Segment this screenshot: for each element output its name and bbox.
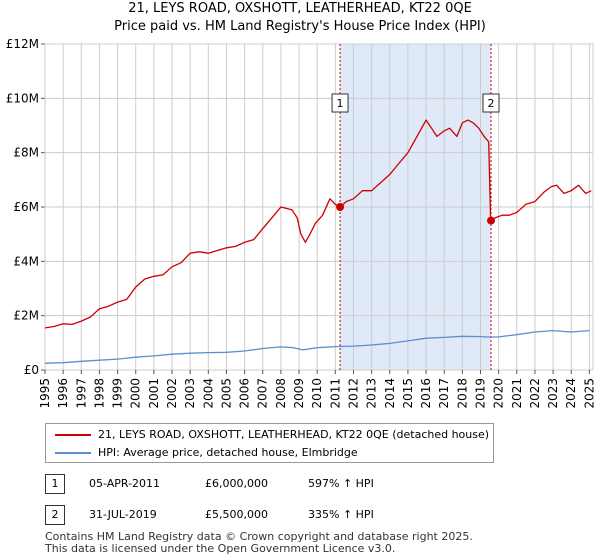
footer-licence: This data is licensed under the Open Gov… bbox=[45, 542, 396, 555]
x-tick-label: 1999 bbox=[111, 378, 125, 409]
sale-marker-label: 2 bbox=[488, 97, 495, 110]
legend-hpi-label: HPI: Average price, detached house, Elmb… bbox=[98, 446, 358, 459]
transaction-price: £5,500,000 bbox=[205, 508, 268, 521]
x-tick-label: 1997 bbox=[74, 378, 88, 409]
x-tick-label: 1996 bbox=[56, 378, 70, 409]
x-tick-label: 2015 bbox=[401, 378, 415, 409]
x-tick-label: 2017 bbox=[437, 378, 451, 409]
property-series-line bbox=[44, 119, 592, 329]
sale-marker-label: 1 bbox=[337, 97, 344, 110]
x-tick-label: 2011 bbox=[328, 378, 342, 409]
x-tick-label: 2016 bbox=[419, 378, 433, 409]
x-tick-label: 2021 bbox=[510, 378, 524, 409]
x-tick-label: 2019 bbox=[473, 378, 487, 409]
x-tick-label: 2012 bbox=[346, 378, 360, 409]
transaction-date: 31-JUL-2019 bbox=[89, 508, 157, 521]
x-tick-label: 2018 bbox=[455, 378, 469, 409]
transaction-price: £6,000,000 bbox=[205, 477, 268, 490]
x-tick-label: 2009 bbox=[292, 378, 306, 409]
sale-marker-box bbox=[331, 93, 349, 113]
y-tick-label: £6M bbox=[13, 200, 39, 214]
x-tick-label: 2025 bbox=[582, 378, 596, 409]
legend-property-label: 21, LEYS ROAD, OXSHOTT, LEATHERHEAD, KT2… bbox=[98, 428, 490, 441]
x-tick-label: 2001 bbox=[147, 378, 161, 409]
sale-point bbox=[487, 216, 496, 225]
x-tick-label: 1995 bbox=[38, 378, 52, 409]
legend-hpi-swatch bbox=[55, 452, 91, 454]
x-tick-label: 2007 bbox=[256, 378, 270, 409]
chart-title-line-2: Price paid vs. HM Land Registry's House … bbox=[114, 19, 486, 34]
x-tick-label: 1998 bbox=[92, 378, 106, 409]
x-tick-label: 2002 bbox=[165, 378, 179, 409]
x-tick-label: 2000 bbox=[129, 378, 143, 409]
chart-title: 21, LEYS ROAD, OXSHOTT, LEATHERHEAD, KT2… bbox=[0, 0, 600, 36]
x-tick-label: 2013 bbox=[365, 378, 379, 409]
y-tick-label: £12M bbox=[6, 37, 39, 51]
sale-marker-box bbox=[482, 93, 500, 113]
x-tick-label: 2006 bbox=[238, 378, 252, 409]
y-tick-label: £8M bbox=[13, 146, 39, 160]
transaction-hpi-change: 597% ↑ HPI bbox=[308, 477, 374, 490]
transaction-date: 05-APR-2011 bbox=[89, 477, 161, 490]
y-tick-label: £2M bbox=[13, 309, 39, 323]
footer-copyright: Contains HM Land Registry data © Crown c… bbox=[45, 530, 473, 543]
x-tick-label: 2003 bbox=[183, 378, 197, 409]
transaction-badge: 1 bbox=[45, 474, 65, 494]
x-tick-label: 2014 bbox=[383, 378, 397, 409]
y-tick-label: £10M bbox=[6, 91, 39, 105]
legend-property-swatch bbox=[55, 434, 91, 436]
x-tick-label: 2024 bbox=[564, 378, 578, 409]
chart-plot: £0 £2M £4M £6M £8M £10M £12M 1995 1996 1997 1998 19… bbox=[6, 37, 597, 409]
y-tick-label: £0 bbox=[24, 363, 39, 377]
x-tick-label: 2020 bbox=[492, 378, 506, 409]
x-tick-label: 2004 bbox=[201, 378, 215, 409]
footer: Contains HM Land Registry data © Crown c… bbox=[45, 531, 473, 555]
y-tick-label: £4M bbox=[13, 254, 39, 268]
sale-point bbox=[336, 203, 345, 211]
chart-title-line-1: 21, LEYS ROAD, OXSHOTT, LEATHERHEAD, KT2… bbox=[128, 1, 472, 16]
hpi-series-line bbox=[44, 329, 590, 364]
x-tick-label: 2005 bbox=[219, 378, 233, 409]
transaction-hpi-change: 335% ↑ HPI bbox=[308, 508, 374, 521]
x-tick-label: 2022 bbox=[528, 378, 542, 409]
legend: 21, LEYS ROAD, OXSHOTT, LEATHERHEAD, KT2… bbox=[45, 423, 494, 463]
x-tick-label: 2010 bbox=[310, 378, 324, 409]
x-tick-label: 2008 bbox=[274, 378, 288, 409]
transaction-badge: 2 bbox=[45, 505, 65, 525]
x-tick-label: 2023 bbox=[546, 378, 560, 409]
